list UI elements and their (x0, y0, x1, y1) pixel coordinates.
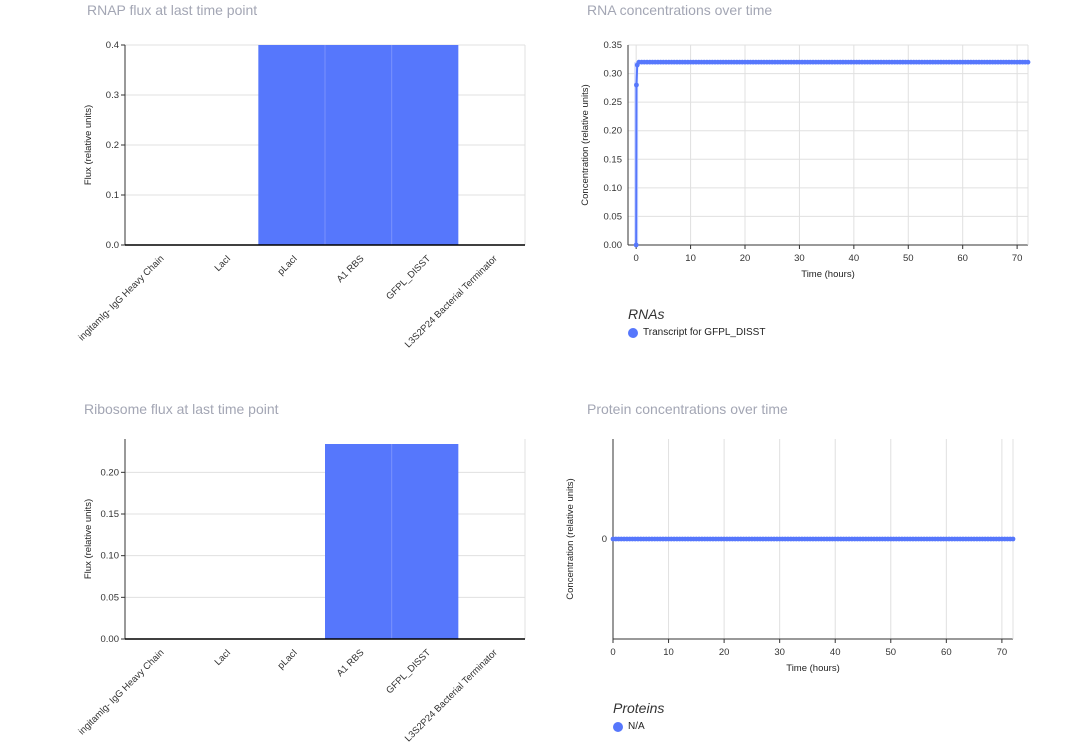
y-tick-label: 0.05 (604, 211, 623, 222)
x-tick-label: 30 (774, 647, 785, 658)
y-tick-label: 0 (602, 534, 607, 545)
y-tick-label: 0.30 (604, 69, 623, 80)
x-tick-label: 10 (685, 253, 696, 264)
y-axis-label: Concentration (relative units) (580, 84, 591, 205)
y-tick-label: 0.15 (604, 154, 623, 165)
y-tick-label: 0.20 (604, 126, 623, 137)
x-tick-label: 0 (610, 647, 615, 658)
x-tick-label: 50 (903, 253, 914, 264)
x-tick-label: 70 (1012, 253, 1023, 264)
x-tick-label: 60 (957, 253, 968, 264)
rnap-chart-title: RNAP flux at last time point (87, 2, 258, 18)
y-tick-label: 0.1 (106, 190, 119, 201)
y-tick-label: 0.35 (604, 40, 623, 51)
data-point (1010, 536, 1016, 542)
x-tick-label: 70 (997, 647, 1008, 658)
y-tick-label: 0.10 (101, 551, 120, 562)
bar (391, 444, 459, 639)
bar (391, 45, 459, 245)
x-tick-label: 40 (849, 253, 860, 264)
y-tick-label: 0.4 (106, 40, 119, 51)
y-tick-label: 0.25 (604, 97, 623, 108)
y-tick-label: 0.0 (106, 240, 119, 251)
data-point (634, 82, 639, 88)
rna-legend-item[interactable]: Transcript for GFPL_DISST (628, 327, 765, 338)
y-tick-label: 0.00 (101, 634, 120, 645)
rna-legend-title: RNAs (628, 306, 665, 322)
y-tick-label: 0.00 (604, 240, 623, 251)
bar (258, 45, 325, 245)
protein-legend-label: N/A (628, 721, 645, 732)
x-axis-label: Time (hours) (801, 269, 855, 280)
x-tick-label: 60 (941, 647, 952, 658)
x-tick-label: 30 (794, 253, 805, 264)
y-tick-label: 0.20 (101, 467, 120, 478)
data-point (1025, 59, 1031, 65)
rna-legend-label: Transcript for GFPL_DISST (643, 327, 766, 338)
y-axis-label: Flux (relative units) (83, 105, 94, 185)
y-axis-label: Flux (relative units) (83, 499, 94, 579)
bar (325, 45, 392, 245)
x-axis-label: Time (hours) (786, 663, 840, 674)
protein-chart-title: Protein concentrations over time (587, 401, 788, 417)
y-tick-label: 0.15 (101, 509, 120, 520)
y-tick-label: 0.10 (604, 183, 623, 194)
legend-marker-icon (628, 327, 638, 338)
rna-chart-title: RNA concentrations over time (587, 2, 773, 18)
ribo-chart-title: Ribosome flux at last time point (84, 401, 279, 417)
x-tick-label: 40 (830, 647, 841, 658)
y-tick-label: 0.05 (101, 592, 120, 603)
x-tick-label: 50 (885, 647, 896, 658)
x-tick-label: 20 (740, 253, 751, 264)
protein-legend-title: Proteins (613, 700, 665, 716)
y-tick-label: 0.3 (106, 90, 119, 101)
data-point (633, 242, 639, 248)
x-tick-label: 20 (719, 647, 730, 658)
x-tick-label: 10 (663, 647, 674, 658)
legend-marker-icon (613, 721, 623, 732)
y-axis-label: Concentration (relative units) (565, 478, 576, 599)
bar (325, 444, 392, 639)
y-tick-label: 0.2 (106, 140, 119, 151)
protein-legend-item[interactable]: N/A (613, 721, 645, 732)
x-tick-label: 0 (634, 253, 639, 264)
